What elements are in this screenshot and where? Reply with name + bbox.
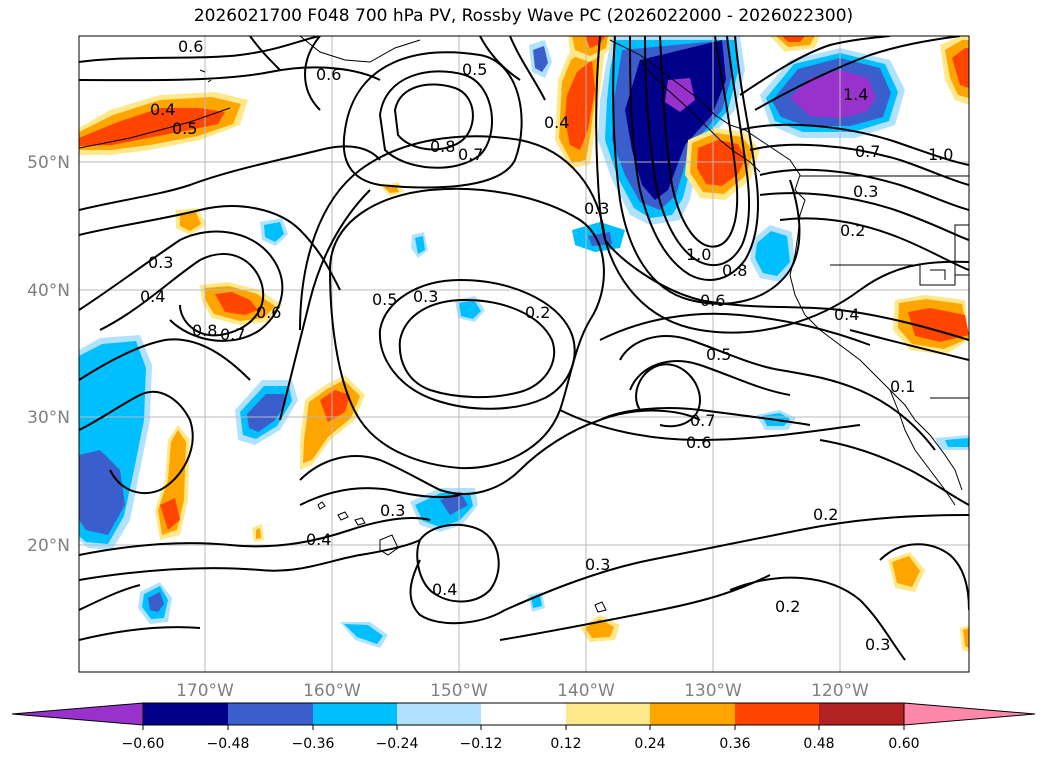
contour-label: 1.4 xyxy=(843,85,868,104)
latitude-labels: 50°N 40°N 30°N 20°N xyxy=(27,153,70,556)
colorbar-tick-label: −0.48 xyxy=(207,736,250,752)
contour-label: 0.5 xyxy=(372,290,397,309)
contour-label: 0.3 xyxy=(148,253,173,272)
contour-label: 0.2 xyxy=(840,221,865,240)
colorbar-swatch xyxy=(313,703,397,725)
colorbar-tick-label: 0.24 xyxy=(634,736,665,752)
map-plot-area: 0.6 0.6 0.5 0.4 0.5 0.8 0.7 0.4 0.3 0.3 … xyxy=(79,36,969,672)
map-title: 2026021700 F048 700 hPa PV, Rossby Wave … xyxy=(193,6,854,26)
contour-label: 0.3 xyxy=(380,501,405,520)
pv-contours xyxy=(79,36,969,661)
lon-label-170w: 170°W xyxy=(176,681,234,701)
contour-label: 0.6 xyxy=(178,37,203,56)
colorbar-swatch xyxy=(228,703,313,725)
contour-label: 0.7 xyxy=(690,411,715,430)
contour-label: 1.0 xyxy=(928,145,953,164)
contour-label: 0.4 xyxy=(150,100,175,119)
colorbar-swatch xyxy=(397,703,481,725)
contour-label: 0.4 xyxy=(306,530,331,549)
lon-label-150w: 150°W xyxy=(430,681,488,701)
contour-label: 0.7 xyxy=(855,142,880,161)
contour-label: 0.6 xyxy=(686,433,711,452)
contour-label: 0.8 xyxy=(192,321,217,340)
contour-label: 0.5 xyxy=(462,60,487,79)
contour-label: 0.4 xyxy=(140,287,165,306)
contour-label: 0.2 xyxy=(775,597,800,616)
map-frame xyxy=(78,35,970,673)
contour-label: 1.0 xyxy=(686,245,711,264)
contour-label: 0.6 xyxy=(256,303,281,322)
colorbar-tick-label: −0.36 xyxy=(292,736,335,752)
colorbar-ticks xyxy=(142,725,905,730)
contour-label: 0.8 xyxy=(722,261,747,280)
contour-label: 0.2 xyxy=(525,303,550,322)
lat-label-50n: 50°N xyxy=(27,153,70,173)
contour-labels: 0.6 0.6 0.5 0.4 0.5 0.8 0.7 0.4 0.3 0.3 … xyxy=(140,37,953,654)
colorbar-tick-label: 0.48 xyxy=(803,736,834,752)
colorbar-frame xyxy=(142,702,905,726)
colorbar-tick-label: 0.60 xyxy=(888,736,919,752)
colorbar-swatch xyxy=(735,703,819,725)
contour-label: 0.3 xyxy=(413,287,438,306)
lat-label-30n: 30°N xyxy=(27,408,70,428)
shading-negative xyxy=(79,36,969,648)
lat-label-40n: 40°N xyxy=(27,281,70,301)
colorbar-tick-label: −0.12 xyxy=(460,736,503,752)
colorbar-swatch xyxy=(566,703,650,725)
contour-label: 0.1 xyxy=(890,377,915,396)
colorbar: −0.60 −0.48 −0.36 −0.24 −0.12 0.12 0.24 … xyxy=(11,702,1036,752)
lat-label-20n: 20°N xyxy=(27,536,70,556)
lon-label-160w: 160°W xyxy=(303,681,361,701)
colorbar-swatch xyxy=(650,703,735,725)
colorbar-tick-label: −0.24 xyxy=(376,736,419,752)
lon-label-120w: 120°W xyxy=(811,681,869,701)
contour-label: 0.4 xyxy=(544,113,569,132)
colorbar-swatch xyxy=(819,703,904,725)
contour-label: 0.7 xyxy=(458,145,483,164)
lon-label-140w: 140°W xyxy=(557,681,615,701)
colorbar-extend-high xyxy=(903,702,1036,726)
colorbar-swatch xyxy=(143,703,228,725)
longitude-labels: 170°W 160°W 150°W 140°W 130°W 120°W xyxy=(176,681,869,701)
contour-label: 0.5 xyxy=(706,345,731,364)
contour-label: 0.4 xyxy=(432,580,457,599)
colorbar-swatch xyxy=(481,703,566,725)
contour-label: 0.7 xyxy=(220,325,245,344)
contour-label: 0.6 xyxy=(316,65,341,84)
colorbar-tick-label: 0.12 xyxy=(550,736,581,752)
contour-label: 0.3 xyxy=(584,199,609,218)
contour-label: 0.6 xyxy=(700,291,725,310)
contour-label: 0.8 xyxy=(430,137,455,156)
colorbar-extend-low xyxy=(11,702,144,726)
colorbar-tick-label: −0.60 xyxy=(122,736,165,752)
colorbar-tick-label: 0.36 xyxy=(719,736,750,752)
coastlines xyxy=(79,36,969,613)
contour-label: 0.5 xyxy=(172,119,197,138)
contour-label: 0.3 xyxy=(585,555,610,574)
contour-label: 0.2 xyxy=(813,505,838,524)
lon-label-130w: 130°W xyxy=(684,681,742,701)
contour-label: 0.3 xyxy=(865,635,890,654)
contour-label: 0.4 xyxy=(834,305,859,324)
contour-label: 0.3 xyxy=(853,182,878,201)
